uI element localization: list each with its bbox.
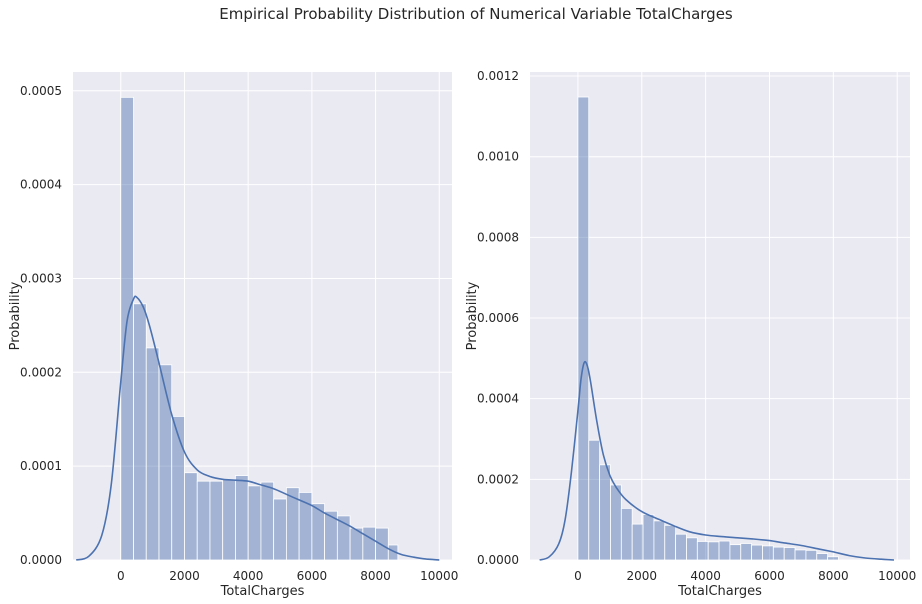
histogram-bar <box>827 556 839 561</box>
histogram-bar <box>707 541 720 561</box>
histogram-bar <box>247 485 262 561</box>
x-axis-label: TotalCharges <box>677 584 762 599</box>
histogram-bar <box>816 553 829 561</box>
histogram-bar <box>235 475 249 561</box>
y-tick-label: 0.0003 <box>20 271 62 285</box>
y-tick-label: 0.0001 <box>20 459 62 473</box>
x-tick-label: 6000 <box>297 569 328 583</box>
x-tick-label: 10000 <box>878 569 916 583</box>
histogram-bar <box>772 546 785 561</box>
histogram-bar <box>184 472 198 561</box>
y-axis-label: Probability <box>465 281 480 350</box>
histogram-bar <box>588 439 601 561</box>
y-tick-label: 0.0004 <box>20 178 62 192</box>
histogram-bar <box>273 498 287 561</box>
histogram-bar <box>653 520 666 561</box>
histogram-bar <box>664 524 677 561</box>
histogram-bar <box>260 481 275 561</box>
histogram-bar <box>145 347 160 561</box>
x-tick-label: 8000 <box>818 569 849 583</box>
plot-background <box>530 72 910 560</box>
histogram-bar <box>362 526 376 561</box>
histogram-bar <box>631 523 644 561</box>
y-tick-label: 0.0002 <box>477 472 519 486</box>
left-histogram-panel: 0 2000 4000 6000 8000 10000 0.0000 0.0001 0.0002… <box>8 72 458 599</box>
x-axis-label: TotalCharges <box>220 584 305 599</box>
histogram-bar <box>642 514 655 561</box>
x-tick-label: 4000 <box>233 569 264 583</box>
histogram-bar <box>675 533 687 561</box>
histogram-bar <box>805 549 818 561</box>
x-tick-label: 2000 <box>169 569 200 583</box>
histogram-bar <box>120 96 134 561</box>
histogram-bar <box>171 416 185 561</box>
right-histogram-panel: 0 2000 4000 6000 8000 10000 0.0000 0.0002 0.0004… <box>465 69 916 599</box>
y-tick-label: 0.0010 <box>477 150 519 164</box>
histogram-bar <box>375 527 389 561</box>
x-tick-label: 0 <box>574 569 582 583</box>
y-tick-label: 0.0000 <box>477 553 519 567</box>
histogram-bar <box>133 303 147 561</box>
histogram-bar <box>751 544 763 561</box>
y-tick-label: 0.0000 <box>20 553 62 567</box>
histogram-bar <box>196 480 211 561</box>
x-tick-label: 8000 <box>360 569 391 583</box>
x-tick-label: 6000 <box>754 569 785 583</box>
histogram-bar <box>222 478 236 561</box>
histogram-bar <box>718 540 731 561</box>
histogram-bar <box>599 464 611 561</box>
kde-curve <box>539 360 895 561</box>
histogram-bar <box>209 480 224 561</box>
y-tick-label: 0.0008 <box>477 230 519 244</box>
x-tick-label: 10000 <box>420 569 458 583</box>
x-tick-label: 2000 <box>626 569 657 583</box>
histogram-bar <box>729 544 742 561</box>
histogram-bar <box>610 484 622 561</box>
histogram-bar <box>620 507 633 561</box>
histogram-bar <box>158 364 173 561</box>
y-tick-label: 0.0005 <box>20 84 62 98</box>
y-tick-label: 0.0012 <box>477 69 519 83</box>
kde-curve <box>75 295 440 561</box>
histogram-bar <box>762 545 774 561</box>
y-tick-label: 0.0002 <box>20 365 62 379</box>
y-tick-label: 0.0004 <box>477 392 519 406</box>
histogram-bar <box>783 547 796 561</box>
y-axis-label: Probability <box>8 281 23 350</box>
histogram-bar <box>740 543 753 561</box>
y-tick-label: 0.0006 <box>477 311 519 325</box>
x-tick-label: 4000 <box>690 569 721 583</box>
plot-background <box>73 72 452 560</box>
histogram-bar <box>696 541 709 561</box>
histogram-bar <box>794 549 807 561</box>
x-tick-label: 0 <box>117 569 125 583</box>
histogram-bar <box>686 537 698 561</box>
figure-title: Empirical Probability Distribution of Nu… <box>219 5 733 23</box>
histogram-bar <box>577 96 590 561</box>
